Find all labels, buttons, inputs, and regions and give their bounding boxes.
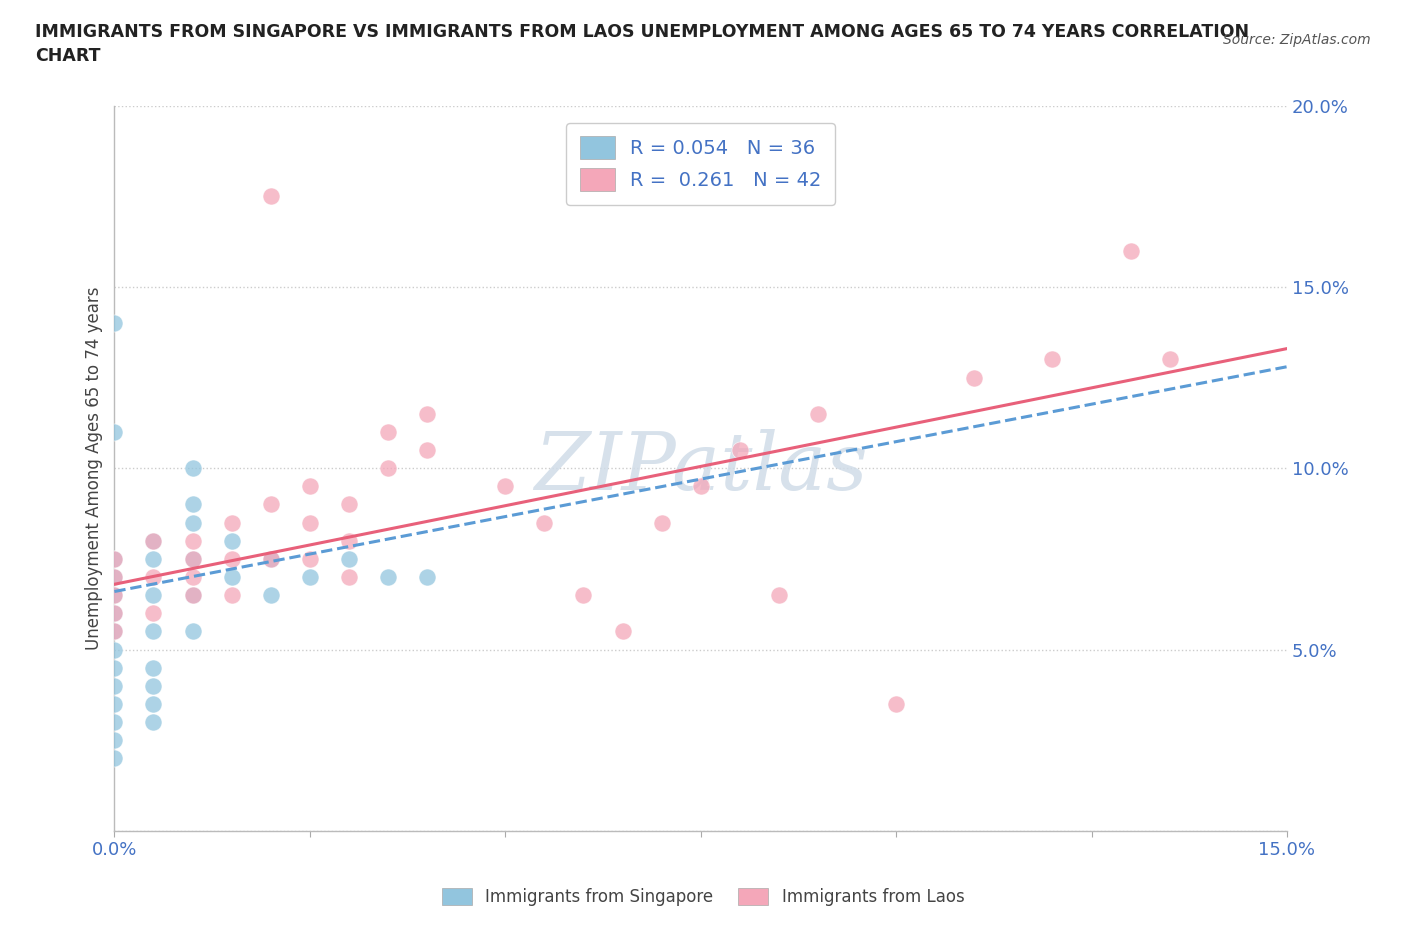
Point — [260, 551, 283, 566]
Point — [103, 569, 125, 584]
Point — [181, 551, 204, 566]
Point — [221, 569, 243, 584]
Point — [337, 569, 360, 584]
Point — [1042, 352, 1064, 367]
Point — [260, 551, 283, 566]
Y-axis label: Unemployment Among Ages 65 to 74 years: Unemployment Among Ages 65 to 74 years — [86, 286, 103, 650]
Point — [260, 588, 283, 603]
Point — [260, 497, 283, 512]
Point — [103, 733, 125, 748]
Point — [1119, 244, 1142, 259]
Point — [807, 406, 830, 421]
Point — [142, 533, 165, 548]
Point — [651, 515, 673, 530]
Point — [103, 660, 125, 675]
Point — [768, 588, 790, 603]
Point — [142, 660, 165, 675]
Point — [142, 624, 165, 639]
Point — [337, 533, 360, 548]
Point — [103, 697, 125, 711]
Point — [142, 569, 165, 584]
Point — [221, 515, 243, 530]
Point — [416, 569, 439, 584]
Legend: R = 0.054   N = 36, R =  0.261   N = 42: R = 0.054 N = 36, R = 0.261 N = 42 — [567, 123, 835, 205]
Point — [181, 533, 204, 548]
Point — [298, 479, 321, 494]
Point — [142, 697, 165, 711]
Point — [103, 624, 125, 639]
Text: ZIPatlas: ZIPatlas — [534, 430, 868, 507]
Point — [689, 479, 711, 494]
Text: IMMIGRANTS FROM SINGAPORE VS IMMIGRANTS FROM LAOS UNEMPLOYMENT AMONG AGES 65 TO : IMMIGRANTS FROM SINGAPORE VS IMMIGRANTS … — [35, 23, 1250, 65]
Point — [103, 642, 125, 657]
Point — [494, 479, 516, 494]
Point — [103, 605, 125, 620]
Point — [728, 443, 751, 458]
Point — [337, 551, 360, 566]
Point — [142, 551, 165, 566]
Point — [142, 605, 165, 620]
Point — [142, 678, 165, 693]
Point — [103, 316, 125, 331]
Point — [142, 588, 165, 603]
Point — [181, 515, 204, 530]
Point — [103, 551, 125, 566]
Text: Source: ZipAtlas.com: Source: ZipAtlas.com — [1223, 33, 1371, 46]
Point — [103, 588, 125, 603]
Legend: Immigrants from Singapore, Immigrants from Laos: Immigrants from Singapore, Immigrants fr… — [434, 881, 972, 912]
Point — [1159, 352, 1181, 367]
Point — [963, 370, 986, 385]
Point — [572, 588, 595, 603]
Point — [221, 551, 243, 566]
Point — [103, 551, 125, 566]
Point — [103, 678, 125, 693]
Point — [103, 751, 125, 765]
Point — [260, 189, 283, 204]
Point — [416, 406, 439, 421]
Point — [221, 588, 243, 603]
Point — [221, 533, 243, 548]
Point — [181, 588, 204, 603]
Point — [103, 425, 125, 440]
Point — [103, 714, 125, 729]
Point — [181, 551, 204, 566]
Point — [142, 714, 165, 729]
Point — [142, 533, 165, 548]
Point — [612, 624, 634, 639]
Point — [181, 624, 204, 639]
Point — [181, 460, 204, 475]
Point — [103, 605, 125, 620]
Point — [181, 588, 204, 603]
Point — [337, 497, 360, 512]
Point — [298, 569, 321, 584]
Point — [103, 569, 125, 584]
Point — [298, 551, 321, 566]
Point — [181, 569, 204, 584]
Point — [298, 515, 321, 530]
Point — [181, 497, 204, 512]
Point — [884, 697, 907, 711]
Point — [377, 425, 399, 440]
Point — [416, 443, 439, 458]
Point — [103, 588, 125, 603]
Point — [377, 569, 399, 584]
Point — [103, 624, 125, 639]
Point — [377, 460, 399, 475]
Point — [533, 515, 555, 530]
